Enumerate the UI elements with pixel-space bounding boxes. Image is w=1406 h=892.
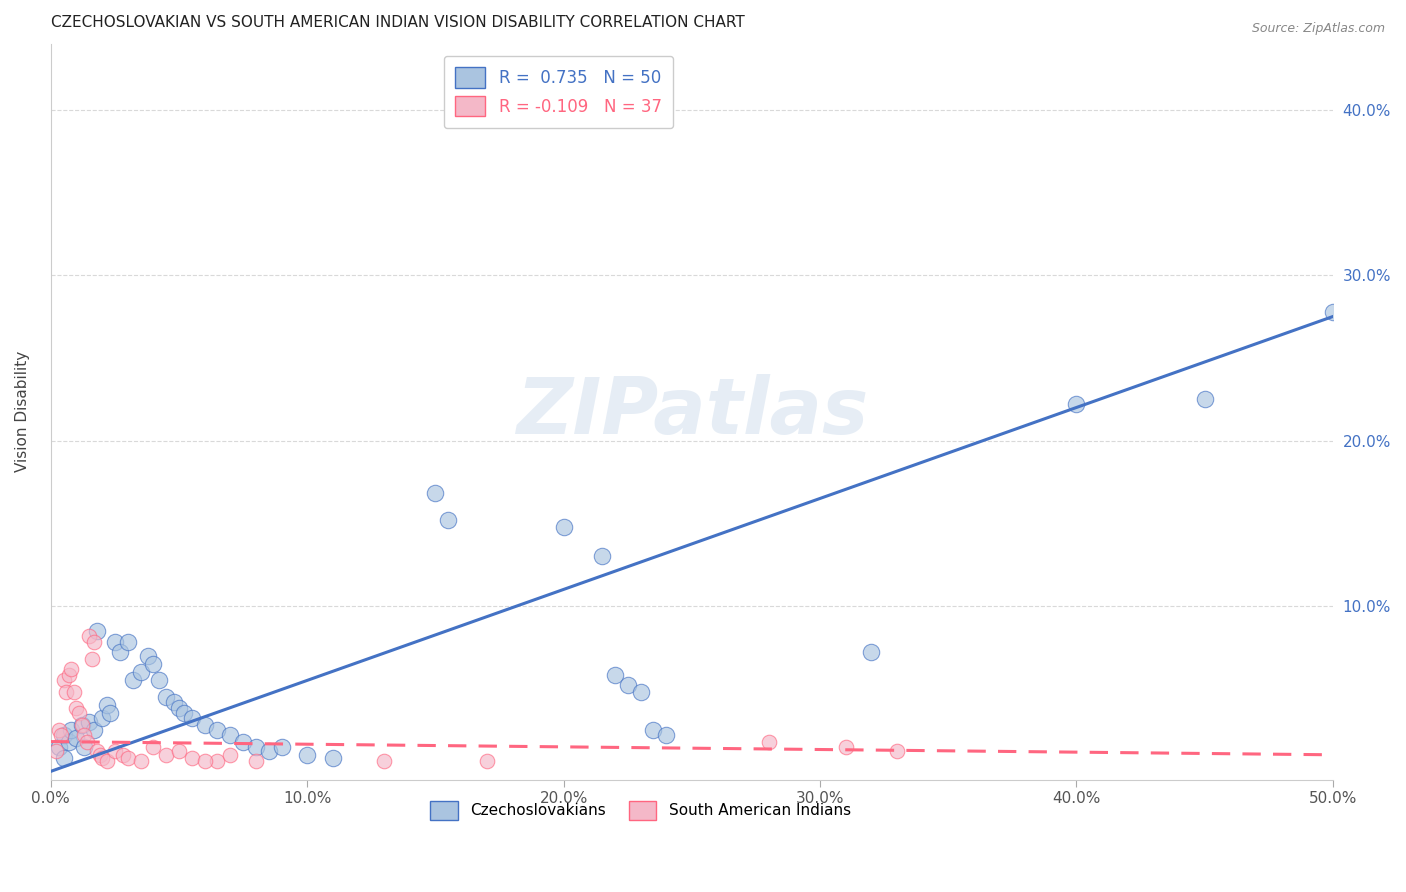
- Point: [834, 739, 856, 754]
- Point: [67, 706, 90, 721]
- Point: [643, 723, 665, 737]
- Point: [194, 755, 217, 769]
- Point: [180, 711, 202, 725]
- Point: [96, 755, 118, 769]
- Point: [79, 629, 101, 643]
- Point: [1322, 304, 1344, 318]
- Point: [96, 698, 118, 713]
- Point: [232, 734, 254, 748]
- Text: ZIPatlas: ZIPatlas: [516, 374, 868, 450]
- Point: [108, 645, 131, 659]
- Point: [758, 734, 780, 748]
- Point: [52, 673, 75, 688]
- Point: [122, 673, 145, 688]
- Point: [63, 685, 86, 699]
- Point: [616, 678, 638, 692]
- Point: [86, 744, 108, 758]
- Point: [270, 739, 292, 754]
- Point: [142, 739, 165, 754]
- Point: [245, 739, 267, 754]
- Point: [70, 718, 93, 732]
- Point: [129, 755, 152, 769]
- Point: [91, 711, 114, 725]
- Point: [475, 755, 498, 769]
- Point: [219, 747, 242, 762]
- Point: [163, 695, 186, 709]
- Point: [1066, 397, 1088, 411]
- Point: [117, 751, 139, 765]
- Point: [180, 751, 202, 765]
- Point: [83, 635, 105, 649]
- Point: [136, 648, 159, 663]
- Legend: Czechoslovakians, South American Indians: Czechoslovakians, South American Indians: [423, 793, 858, 827]
- Point: [155, 690, 177, 704]
- Point: [83, 723, 105, 737]
- Point: [48, 739, 70, 754]
- Point: [297, 747, 319, 762]
- Point: [437, 513, 460, 527]
- Point: [148, 673, 170, 688]
- Point: [591, 549, 613, 564]
- Point: [219, 728, 242, 742]
- Point: [70, 718, 93, 732]
- Point: [630, 685, 652, 699]
- Point: [80, 652, 103, 666]
- Point: [142, 657, 165, 671]
- Text: Source: ZipAtlas.com: Source: ZipAtlas.com: [1251, 22, 1385, 36]
- Point: [603, 668, 626, 682]
- Point: [655, 728, 678, 742]
- Point: [49, 728, 72, 742]
- Point: [60, 662, 83, 676]
- Point: [553, 519, 575, 533]
- Point: [257, 744, 280, 758]
- Point: [1194, 392, 1216, 407]
- Point: [73, 728, 96, 742]
- Point: [104, 635, 127, 649]
- Point: [860, 645, 883, 659]
- Point: [117, 635, 139, 649]
- Text: CZECHOSLOVAKIAN VS SOUTH AMERICAN INDIAN VISION DISABILITY CORRELATION CHART: CZECHOSLOVAKIAN VS SOUTH AMERICAN INDIAN…: [51, 15, 745, 30]
- Point: [155, 747, 177, 762]
- Point: [373, 755, 395, 769]
- Point: [425, 486, 447, 500]
- Point: [207, 723, 229, 737]
- Point: [98, 706, 121, 721]
- Point: [167, 744, 190, 758]
- Point: [79, 714, 101, 729]
- Point: [322, 751, 344, 765]
- Point: [104, 744, 127, 758]
- Point: [91, 751, 114, 765]
- Point: [173, 706, 195, 721]
- Point: [129, 665, 152, 679]
- Point: [52, 728, 75, 742]
- Point: [194, 718, 217, 732]
- Point: [73, 739, 96, 754]
- Point: [86, 624, 108, 638]
- Point: [111, 747, 134, 762]
- Point: [65, 731, 87, 746]
- Point: [76, 734, 98, 748]
- Y-axis label: Vision Disability: Vision Disability: [15, 351, 30, 472]
- Point: [89, 747, 111, 762]
- Point: [207, 755, 229, 769]
- Point: [55, 685, 77, 699]
- Point: [65, 701, 87, 715]
- Point: [58, 668, 80, 682]
- Point: [60, 723, 83, 737]
- Point: [886, 744, 908, 758]
- Point: [167, 701, 190, 715]
- Point: [52, 751, 75, 765]
- Point: [45, 744, 67, 758]
- Point: [58, 734, 80, 748]
- Point: [245, 755, 267, 769]
- Point: [48, 723, 70, 737]
